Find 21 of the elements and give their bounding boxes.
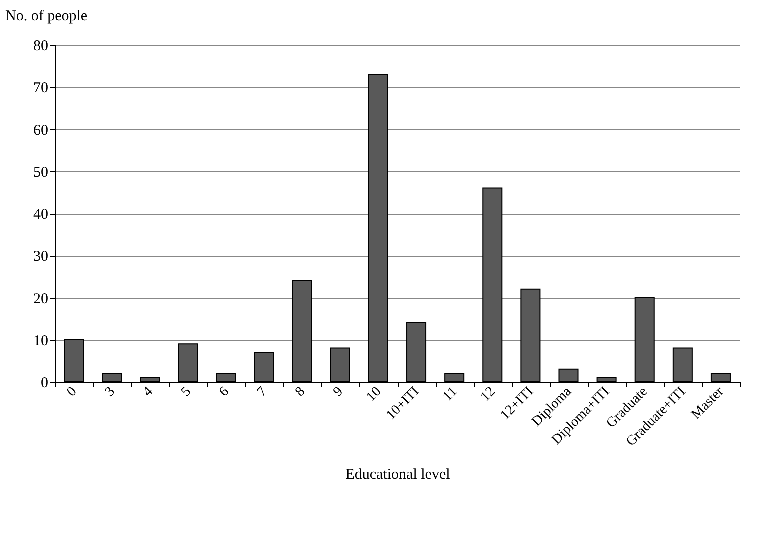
x-tick-label: 11 [440,384,461,405]
y-tick-label: 30 [34,249,48,266]
x-tick-label: 12 [478,384,499,406]
y-tick-label: 70 [34,80,48,97]
y-tick-label: 10 [34,333,48,350]
x-tick-label: 3 [102,384,118,400]
x-tick-label: 8 [292,384,309,400]
y-tick-label: 50 [34,164,48,181]
y-tick-label: 40 [34,207,48,223]
y-tick-label: 60 [34,122,48,139]
y-tick-label: 80 [34,38,48,54]
x-tick-label: 0 [64,384,80,400]
x-tick-label: 9 [331,384,347,400]
x-tick-label: 5 [178,384,194,400]
x-tick-label: 10 [364,384,385,406]
x-tick-label: 4 [140,384,156,400]
y-tick-label: 20 [34,291,48,308]
x-axis-title: Educational level [346,466,450,483]
x-tick-label: 6 [216,384,232,400]
y-axis-title: No. of people [6,8,88,24]
x-tick-label: 7 [254,384,270,400]
